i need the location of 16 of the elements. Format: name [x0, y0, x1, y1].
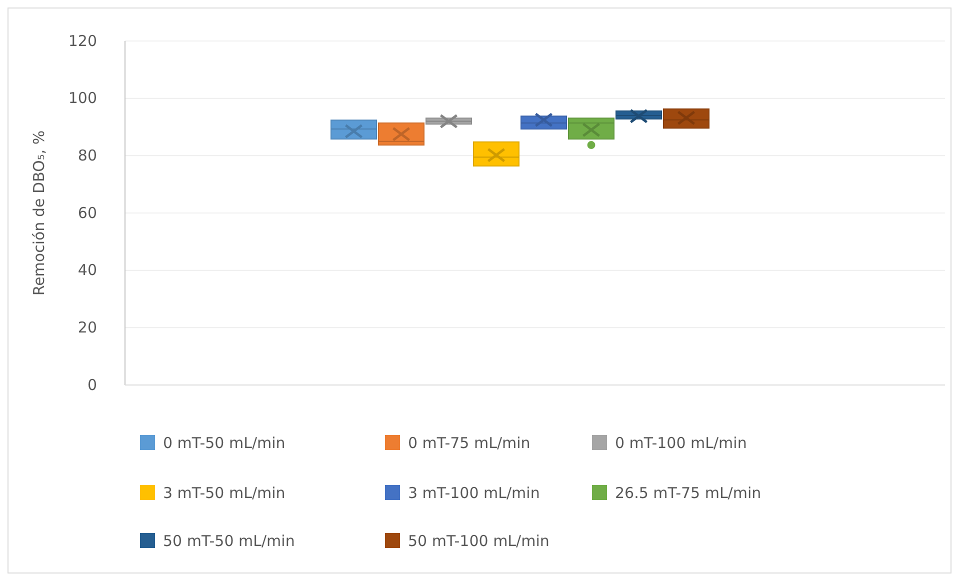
y-tick-label: 60	[78, 204, 97, 222]
y-tick-label: 100	[68, 89, 97, 108]
y-tick-label: 20	[78, 318, 97, 336]
legend-label: 3 mT-50 mL/min	[163, 484, 286, 502]
y-axis-title: Remoción de DBO₅, %	[30, 130, 48, 296]
y-tick-label: 0	[87, 376, 97, 394]
y-tick-label: 40	[78, 261, 97, 280]
legend-label: 0 mT-100 mL/min	[615, 434, 747, 452]
legend-label: 50 mT-50 mL/min	[163, 532, 295, 550]
legend-label: 26.5 mT-75 mL/min	[615, 484, 762, 502]
legend-label: 50 mT-100 mL/min	[408, 532, 550, 550]
y-tick-label: 120	[68, 32, 97, 50]
legend-label: 0 mT-50 mL/min	[163, 434, 286, 452]
y-tick-label: 80	[78, 146, 97, 164]
legend-label: 3 mT-100 mL/min	[408, 484, 540, 502]
legend-label: 0 mT-75 mL/min	[408, 434, 530, 452]
